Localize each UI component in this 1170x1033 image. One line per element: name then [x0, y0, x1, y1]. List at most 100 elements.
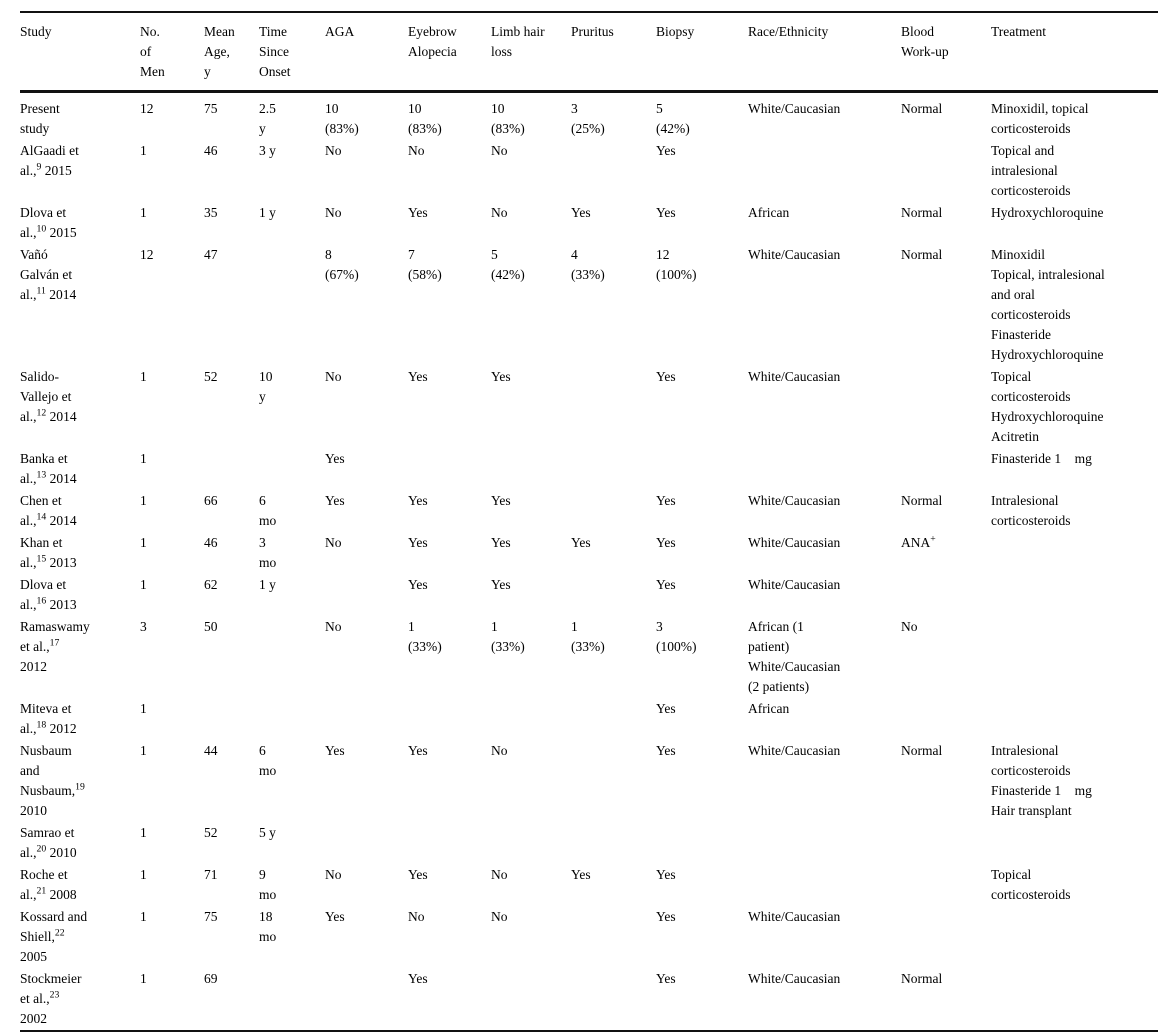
cell-pruritus	[571, 906, 656, 968]
cell-study: Stockmeier et al.,23 2002	[20, 971, 82, 1026]
cell-n_men: 1	[140, 369, 147, 384]
cell-biopsy: Yes	[656, 701, 676, 716]
cell-onset: 3 mo	[259, 535, 277, 570]
cell-aga	[325, 574, 408, 616]
cell-n_men: 1	[140, 867, 147, 882]
cell-study: AlGaadi et al.,9 2015	[20, 143, 79, 178]
cell-treatment: Hydroxychloroquine	[991, 205, 1104, 220]
cell-biopsy: Yes	[656, 205, 676, 220]
cell-onset: 2.5 y	[259, 101, 276, 136]
cell-race: African (1 patient) White/Caucasian (2 p…	[748, 619, 841, 694]
cell-limb	[491, 968, 571, 1031]
cell-limb: No	[491, 867, 508, 882]
cell-treatment	[991, 822, 1158, 864]
cell-eyebrow: Yes	[408, 867, 428, 882]
column-header-onset: Time Since Onset	[259, 24, 291, 79]
cell-limb: 5 (42%)	[491, 247, 525, 282]
superscript: 10	[36, 223, 47, 235]
cell-pruritus	[571, 968, 656, 1031]
column-header-n_men: No. of Men	[140, 24, 165, 79]
cell-study: Nusbaum and Nusbaum,19 2010	[20, 743, 85, 818]
cell-treatment	[991, 616, 1158, 698]
cell-limb: Yes	[491, 493, 511, 508]
cell-onset	[259, 448, 325, 490]
cell-study: Chen et al.,14 2014	[20, 493, 77, 528]
cell-eyebrow: Yes	[408, 577, 428, 592]
cell-race: White/Caucasian	[748, 247, 841, 262]
table-row: Khan et al.,15 2013 1 46 3 mo No Yes Yes Yes Yes…	[20, 532, 1158, 574]
table-header-row: Study No. of Men Mean Age, y Time Since Ons…	[20, 12, 1158, 92]
cell-blood	[901, 906, 991, 968]
cell-race: White/Caucasian	[748, 493, 841, 508]
cell-onset: 6 mo	[259, 493, 277, 528]
cell-study: Dlova et al.,10 2015	[20, 205, 77, 240]
superscript: 11	[36, 285, 46, 297]
cell-race: White/Caucasian	[748, 577, 841, 592]
table-row: Dlova et al.,10 2015 1 35 1 y No Yes No Yes Yes A…	[20, 202, 1158, 244]
superscript: 18	[36, 719, 47, 731]
cell-treatment	[991, 906, 1158, 968]
table-row: Chen et al.,14 2014 1 66 6 mo Yes Yes Yes Yes Wh…	[20, 490, 1158, 532]
cell-pruritus: Yes	[571, 867, 591, 882]
cell-pruritus	[571, 490, 656, 532]
cell-treatment	[991, 968, 1158, 1031]
superscript: 20	[36, 843, 47, 855]
cell-limb: Yes	[491, 577, 511, 592]
cell-eyebrow: 1 (33%)	[408, 619, 442, 654]
cell-n_men: 1	[140, 205, 147, 220]
cell-race	[748, 140, 901, 202]
cell-biopsy: Yes	[656, 909, 676, 924]
cell-study: Ramaswamy et al.,17 2012	[20, 619, 90, 674]
cell-race: White/Caucasian	[748, 909, 841, 924]
cell-blood: Normal	[901, 205, 943, 220]
cell-biopsy: Yes	[656, 143, 676, 158]
cell-study: Miteva et al.,18 2012	[20, 701, 77, 736]
column-header-eyebrow: Eyebrow Alopecia	[408, 24, 457, 59]
cell-aga: No	[325, 143, 342, 158]
cell-blood	[901, 698, 991, 740]
cell-blood	[901, 366, 991, 448]
cell-onset	[259, 616, 325, 698]
cell-race	[748, 864, 901, 906]
cell-mean_age: 71	[204, 867, 218, 882]
cell-treatment: Minoxidil, topical corticosteroids	[991, 101, 1089, 136]
cell-n_men: 1	[140, 143, 147, 158]
cell-eyebrow	[408, 448, 491, 490]
cell-onset	[259, 968, 325, 1031]
cell-blood	[901, 140, 991, 202]
cell-blood: Normal	[901, 247, 943, 262]
cell-n_men: 1	[140, 825, 147, 840]
cell-race	[748, 448, 901, 490]
table-row: Roche et al.,21 2008 1 71 9 mo No Yes No Yes Yes…	[20, 864, 1158, 906]
cell-mean_age: 52	[204, 369, 218, 384]
column-header-aga: AGA	[325, 24, 355, 39]
cell-race: White/Caucasian	[748, 971, 841, 986]
superscript: 16	[36, 595, 47, 607]
cell-mean_age: 46	[204, 535, 218, 550]
cell-biopsy: Yes	[656, 577, 676, 592]
cell-limb: 1 (33%)	[491, 619, 525, 654]
cell-study: Roche et al.,21 2008	[20, 867, 77, 902]
column-header-biopsy: Biopsy	[656, 24, 695, 39]
table-row: Banka et al.,13 2014 1 Yes Finasteride 1 mg	[20, 448, 1158, 490]
cell-blood: No	[901, 619, 918, 634]
cell-aga	[325, 822, 408, 864]
cell-eyebrow: 10 (83%)	[408, 101, 442, 136]
cell-aga	[325, 968, 408, 1031]
cell-eyebrow: 7 (58%)	[408, 247, 442, 282]
cell-study: Dlova et al.,16 2013	[20, 577, 77, 612]
superscript: 9	[36, 161, 42, 173]
cell-biopsy: 5 (42%)	[656, 101, 690, 136]
cell-mean_age: 35	[204, 205, 218, 220]
cell-blood: Normal	[901, 971, 943, 986]
cell-eyebrow: Yes	[408, 743, 428, 758]
cell-onset	[259, 244, 325, 366]
cell-race: White/Caucasian	[748, 743, 841, 758]
cell-eyebrow: Yes	[408, 205, 428, 220]
cell-treatment	[991, 698, 1158, 740]
cell-blood	[901, 448, 991, 490]
cell-blood	[901, 574, 991, 616]
cell-treatment: Finasteride 1 mg	[991, 451, 1092, 466]
cell-race: White/Caucasian	[748, 101, 841, 116]
cell-biopsy	[656, 822, 748, 864]
